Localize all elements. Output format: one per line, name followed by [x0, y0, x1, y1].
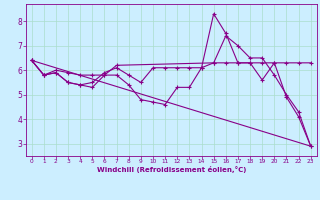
X-axis label: Windchill (Refroidissement éolien,°C): Windchill (Refroidissement éolien,°C): [97, 166, 246, 173]
